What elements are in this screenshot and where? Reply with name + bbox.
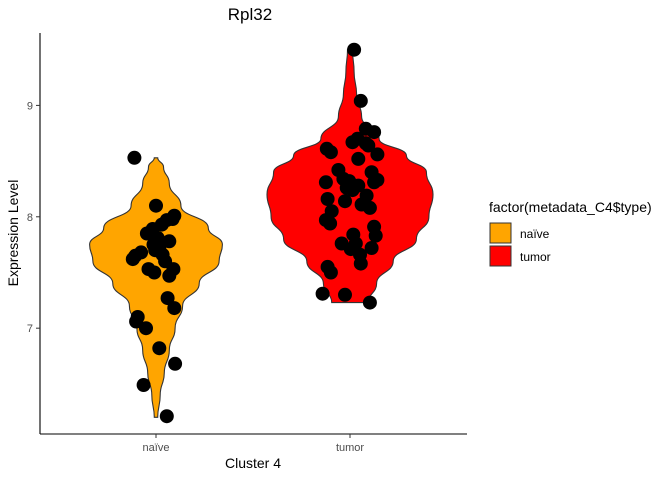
data-point	[320, 192, 335, 206]
legend: factor(metadata_C4$type) naïve tumor	[489, 199, 652, 267]
data-point	[353, 93, 368, 108]
data-point	[361, 138, 376, 153]
legend-key-naive	[489, 222, 512, 244]
data-point	[370, 147, 385, 162]
data-point	[362, 200, 377, 215]
data-point	[168, 356, 183, 371]
violin-naive	[89, 157, 223, 418]
data-point	[362, 295, 377, 310]
legend-label-naive: naïve	[520, 227, 550, 241]
data-point	[129, 314, 144, 329]
data-point	[149, 198, 163, 213]
data-point	[353, 256, 368, 271]
legend-key-tumor	[489, 245, 512, 267]
data-point	[159, 409, 174, 424]
data-point	[367, 175, 382, 190]
data-point	[323, 145, 338, 160]
y-tick-label: 9	[27, 100, 33, 112]
data-point	[167, 301, 182, 316]
data-point	[136, 378, 151, 392]
data-point	[162, 268, 177, 283]
data-point	[367, 125, 382, 140]
x-tick-label: naïve	[143, 442, 170, 454]
data-point	[338, 194, 352, 209]
data-point	[323, 265, 338, 280]
data-point	[364, 241, 379, 255]
y-axis-title: Expression Level	[5, 180, 21, 287]
data-point	[139, 226, 154, 241]
data-point	[368, 228, 383, 243]
x-tick-label: tumor	[336, 442, 364, 454]
y-tick-label: 7	[27, 323, 33, 335]
data-point	[127, 150, 142, 165]
data-point	[351, 151, 366, 166]
x-ticks: naïve tumor	[143, 434, 364, 454]
data-point	[162, 234, 177, 249]
y-tick-label: 8	[27, 212, 33, 224]
data-point	[318, 175, 333, 190]
data-point	[345, 183, 360, 198]
legend-title: factor(metadata_C4$type)	[489, 199, 652, 215]
points-layer	[125, 42, 385, 424]
legend-label-tumor: tumor	[520, 250, 551, 264]
data-point	[125, 252, 140, 267]
data-point	[152, 341, 167, 356]
y-ticks: 7 8 9	[27, 100, 40, 335]
data-point	[345, 135, 360, 150]
data-point	[323, 216, 338, 231]
chart-title: Rpl32	[228, 5, 272, 24]
data-point	[160, 291, 175, 306]
x-axis-title: Cluster 4	[225, 455, 281, 471]
data-point	[347, 42, 362, 57]
data-point	[139, 321, 153, 336]
data-point	[338, 287, 352, 302]
data-point	[147, 265, 162, 280]
data-point	[315, 286, 330, 301]
